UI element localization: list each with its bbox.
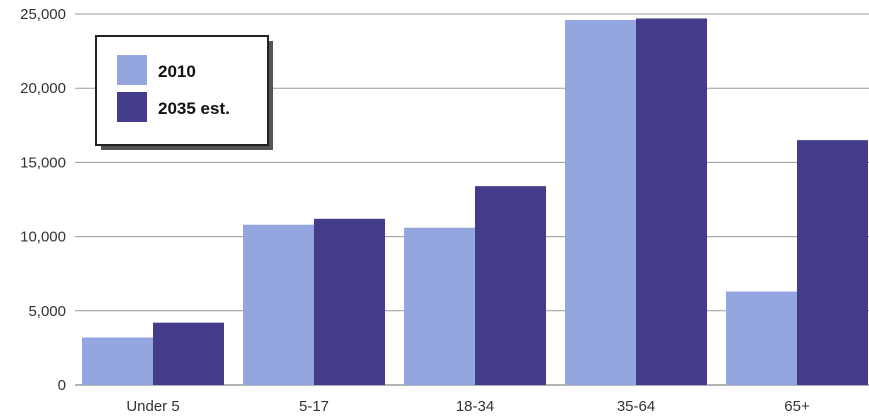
y-tick-label: 0	[58, 377, 66, 394]
bar-65--2010	[726, 292, 797, 385]
bar-under-5-2035-est	[153, 323, 224, 385]
bar-18-34-2035-est	[475, 186, 546, 385]
y-tick-label: 5,000	[28, 303, 66, 320]
bar-5-17-2035-est	[314, 219, 385, 385]
x-tick-label: 18-34	[456, 398, 494, 415]
y-tick-label: 20,000	[20, 80, 66, 97]
bar-35-64-2010	[565, 20, 636, 385]
legend-box	[96, 36, 268, 145]
legend-label-2035-est: 2035 est.	[158, 99, 230, 118]
legend-label-2010: 2010	[158, 62, 196, 81]
bar-5-17-2010	[243, 225, 314, 385]
bar-18-34-2010	[404, 228, 475, 385]
x-tick-label: 65+	[784, 398, 810, 415]
bar-65--2035-est	[797, 140, 868, 385]
x-tick-label: 5-17	[299, 398, 329, 415]
x-tick-label: 35-64	[617, 398, 655, 415]
y-tick-label: 15,000	[20, 154, 66, 171]
bar-under-5-2010	[82, 338, 153, 385]
legend-swatch-2035-est	[117, 92, 147, 122]
bar-35-64-2035-est	[636, 18, 707, 385]
y-tick-label: 10,000	[20, 229, 66, 246]
legend: 2010 2035 est.	[96, 36, 273, 150]
y-tick-label: 25,000	[20, 6, 66, 23]
legend-swatch-2010	[117, 55, 147, 85]
x-tick-label: Under 5	[126, 398, 179, 415]
y-axis-ticks: 0 5,000 10,000 15,000 20,000 25,000	[20, 6, 66, 394]
x-axis-labels: Under 5 5-17 18-34 35-64 65+	[126, 398, 810, 415]
